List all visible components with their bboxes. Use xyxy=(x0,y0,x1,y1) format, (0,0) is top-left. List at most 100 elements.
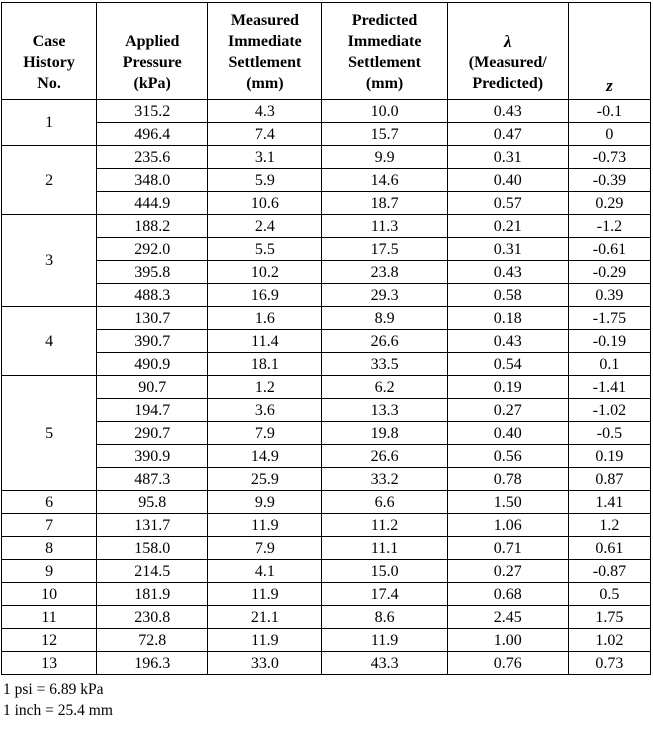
column-header-applied-pressure: Applied Pressure (kPa) xyxy=(96,2,209,100)
table-cell: 23.8 xyxy=(321,260,448,284)
table-cell: -0.39 xyxy=(567,168,652,192)
table-cell: 1.2 xyxy=(207,375,323,399)
column-header-measured-settlement: Measured Immediate Settlement (mm) xyxy=(207,2,323,100)
table-cell: 3.6 xyxy=(207,398,323,422)
table-row: 395.8 10.2 23.8 0.43 -0.29 xyxy=(2,260,652,284)
table-body: 1 315.2 4.3 10.0 0.43 -0.1 496.4 7.4 15.7 0.47 0 2 2… xyxy=(0,99,652,675)
table-cell: 14.9 xyxy=(207,444,323,468)
table-cell: 0.54 xyxy=(446,352,569,376)
table-cell: 43.3 xyxy=(321,651,448,675)
table-cell: -1.41 xyxy=(567,375,652,399)
table-cell: 1.02 xyxy=(567,628,652,652)
case-number-cell: 13 xyxy=(0,651,98,675)
table-cell: 188.2 xyxy=(96,214,209,238)
table-cell: 0.40 xyxy=(446,168,569,192)
table-row: 348.0 5.9 14.6 0.40 -0.39 xyxy=(2,168,652,192)
table-row: 490.9 18.1 33.5 0.54 0.1 xyxy=(2,352,652,376)
table-row: 496.4 7.4 15.7 0.47 0 xyxy=(2,122,652,146)
table-cell: 33.2 xyxy=(321,467,448,491)
table-cell: 0.61 xyxy=(567,536,652,560)
table-cell: -0.1 xyxy=(567,99,652,123)
table-cell: 9.9 xyxy=(321,145,448,169)
table-cell: 5.9 xyxy=(207,168,323,192)
table-cell: 11.9 xyxy=(207,628,323,652)
table-cell: 11.3 xyxy=(321,214,448,238)
table-row: 8 158.0 7.9 11.1 0.71 0.61 xyxy=(0,536,652,560)
table-row: 9 214.5 4.1 15.0 0.27 -0.87 xyxy=(0,559,652,583)
table-cell: 0.58 xyxy=(446,283,569,307)
table-cell: 0.1 xyxy=(567,352,652,376)
table-cell: 1.00 xyxy=(446,628,569,652)
table-cell: 194.7 xyxy=(96,398,209,422)
table-cell: 444.9 xyxy=(96,191,209,215)
table-header: Case History No. Applied Pressure (kPa) … xyxy=(0,2,652,100)
table-cell: 235.6 xyxy=(96,145,209,169)
column-header-case-history-no: Case History No. xyxy=(0,2,98,100)
table-cell: 0.27 xyxy=(446,559,569,583)
footnotes: 1 psi = 6.89 kPa 1 inch = 25.4 mm xyxy=(3,679,653,721)
table-cell: 7.4 xyxy=(207,122,323,146)
case-number-cell: 5 xyxy=(0,375,98,491)
table-cell: 21.1 xyxy=(207,605,323,629)
table-cell: 1.2 xyxy=(567,513,652,537)
table-cell: 214.5 xyxy=(96,559,209,583)
table-cell: 196.3 xyxy=(96,651,209,675)
footnote-psi-conversion: 1 psi = 6.89 kPa xyxy=(3,681,104,698)
table-cell: 29.3 xyxy=(321,283,448,307)
case-number-cell: 1 xyxy=(0,99,98,146)
table-cell: 0.27 xyxy=(446,398,569,422)
column-header-lambda: λ (Measured/ Predicted) xyxy=(446,2,569,100)
case-number-cell: 4 xyxy=(0,306,98,376)
table-row: 13 196.3 33.0 43.3 0.76 0.73 xyxy=(0,651,652,675)
column-header-z: z xyxy=(567,2,652,100)
table-cell: -0.19 xyxy=(567,329,652,353)
table-cell: 72.8 xyxy=(96,628,209,652)
header-row: Case History No. Applied Pressure (kPa) … xyxy=(0,2,652,100)
case-number-cell: 11 xyxy=(0,605,98,629)
table-row: 5 90.7 1.2 6.2 0.19 -1.41 xyxy=(0,375,652,491)
table-cell: 13.3 xyxy=(321,398,448,422)
column-header-predicted-settlement: Predicted Immediate Settlement (mm) xyxy=(321,2,448,100)
table-cell: 395.8 xyxy=(96,260,209,284)
table-cell: 95.8 xyxy=(96,490,209,514)
table-cell: 290.7 xyxy=(96,421,209,445)
table-cell: 8.9 xyxy=(321,306,448,330)
table-cell: 90.7 xyxy=(96,375,209,399)
table-cell: 158.0 xyxy=(96,536,209,560)
table-cell: 0.68 xyxy=(446,582,569,606)
table-cell: 1.50 xyxy=(446,490,569,514)
table-cell: 25.9 xyxy=(207,467,323,491)
table-row: 1 315.2 4.3 10.0 0.43 -0.1 xyxy=(0,99,652,146)
table-cell: 10.0 xyxy=(321,99,448,123)
table-cell: 5.5 xyxy=(207,237,323,261)
lambda-symbol: λ xyxy=(503,32,512,51)
table-cell: 390.9 xyxy=(96,444,209,468)
table-cell: 11.1 xyxy=(321,536,448,560)
table-cell: 26.6 xyxy=(321,329,448,353)
table-row: 12 72.8 11.9 11.9 1.00 1.02 xyxy=(0,628,652,652)
table-row: 7 131.7 11.9 11.2 1.06 1.2 xyxy=(0,513,652,537)
table-cell: 3.1 xyxy=(207,145,323,169)
table-cell: 0.5 xyxy=(567,582,652,606)
case-number-cell: 9 xyxy=(0,559,98,583)
table-cell: 315.2 xyxy=(96,99,209,123)
table-cell: -1.75 xyxy=(567,306,652,330)
table-cell: -0.29 xyxy=(567,260,652,284)
table-cell: 11.9 xyxy=(207,582,323,606)
table-cell: 490.9 xyxy=(96,352,209,376)
case-number-cell: 8 xyxy=(0,536,98,560)
table-cell: -1.2 xyxy=(567,214,652,238)
table-cell: 1.41 xyxy=(567,490,652,514)
table-row: 290.7 7.9 19.8 0.40 -0.5 xyxy=(2,421,652,445)
table-row: 4 130.7 1.6 8.9 0.18 -1.75 xyxy=(0,306,652,376)
case-number-cell: 10 xyxy=(0,582,98,606)
table-cell: 0.40 xyxy=(446,421,569,445)
table-cell: 0.18 xyxy=(446,306,569,330)
table-cell: 11.4 xyxy=(207,329,323,353)
table-cell: 2.45 xyxy=(446,605,569,629)
table-cell: 18.7 xyxy=(321,191,448,215)
table-cell: 390.7 xyxy=(96,329,209,353)
table-cell: 0 xyxy=(567,122,652,146)
table-cell: 4.1 xyxy=(207,559,323,583)
